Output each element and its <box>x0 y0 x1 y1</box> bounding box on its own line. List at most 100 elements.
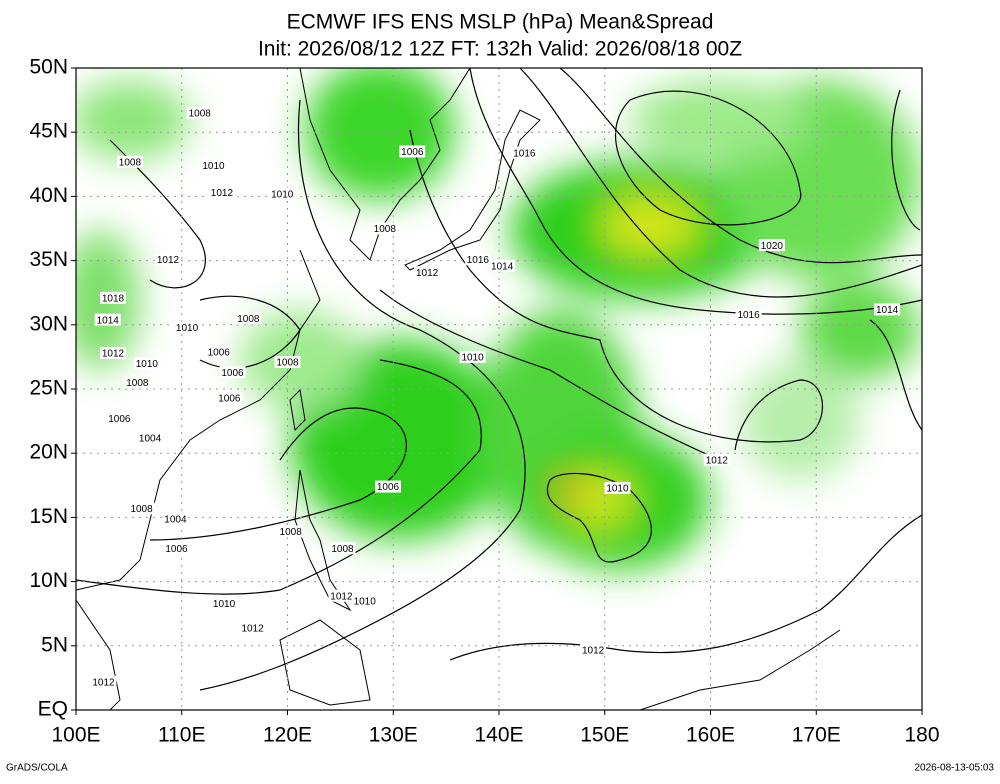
contour-label-text: 1020 <box>761 241 784 252</box>
contour-label-text: 1010 <box>354 597 377 608</box>
contour-label: 1008 <box>124 376 151 389</box>
x-tick-label: 170E <box>792 724 841 747</box>
x-tick-label: 160E <box>686 724 735 747</box>
contour-label-bg <box>374 480 401 493</box>
contour-label-text: 1014 <box>97 315 120 326</box>
contour-label: 1006 <box>399 145 426 158</box>
contour-label-bg <box>511 146 538 159</box>
contour-label-text: 1010 <box>136 359 159 370</box>
contour-label: 1012 <box>328 589 355 602</box>
contour-label: 1012 <box>703 453 730 466</box>
y-tick-label: 20N <box>29 441 68 464</box>
contour-label-bg <box>128 502 155 515</box>
contour-label-bg <box>211 597 238 610</box>
contour-label-bg <box>124 376 151 389</box>
contour-label-bg <box>106 412 133 425</box>
x-tick-label: 140E <box>474 724 523 747</box>
y-tick-label: 5N <box>41 633 68 656</box>
contour-label-bg <box>235 312 262 325</box>
contour-label-text: 1006 <box>165 544 188 555</box>
contour-label-text: 1008 <box>119 157 142 168</box>
contour-label-text: 1008 <box>331 544 354 555</box>
contour-label-text: 1012 <box>157 255 180 266</box>
x-tick-label: 110E <box>158 724 206 747</box>
contour-label: 1008 <box>371 222 398 235</box>
contour-label-text: 1008 <box>189 109 212 120</box>
contour-label-bg <box>329 542 356 555</box>
contour-label: 1014 <box>489 259 516 272</box>
contour-label-text: 1006 <box>108 414 131 425</box>
contour-label-text: 1008 <box>130 504 153 515</box>
contour-label: 1012 <box>90 675 117 688</box>
contour-label: 1006 <box>106 412 133 425</box>
x-tick-label: 130E <box>369 724 418 747</box>
contour-label-bg <box>94 313 121 326</box>
contour-label: 1010 <box>133 357 160 370</box>
contour-label-text: 1006 <box>401 147 424 158</box>
contour-label-bg <box>464 253 491 266</box>
contour-label: 1018 <box>100 291 127 304</box>
contour-label: 1004 <box>162 512 189 525</box>
contour-label-text: 1006 <box>218 394 241 405</box>
contour-label-bg <box>274 356 301 369</box>
y-tick-label: 35N <box>29 248 68 271</box>
contour-label-bg <box>414 266 441 279</box>
contour-label: 1016 <box>464 253 491 266</box>
contour-label-bg <box>137 431 164 444</box>
contour-label-bg <box>580 643 607 656</box>
contour-label-text: 1004 <box>139 433 162 444</box>
contour-label: 1006 <box>205 345 232 358</box>
contour-label-text: 1010 <box>176 323 199 334</box>
contour-label-text: 1008 <box>374 224 397 235</box>
contour-label-text: 1006 <box>377 482 400 493</box>
contour-label-text: 1012 <box>416 268 439 279</box>
isobars <box>76 68 922 691</box>
contour-label-text: 1008 <box>126 378 149 389</box>
y-tick-label: 45N <box>29 120 68 143</box>
contour-label-text: 1012 <box>706 455 729 466</box>
contour-label-text: 1010 <box>461 353 484 364</box>
contour-label: 1020 <box>758 239 785 252</box>
contour-label-bg <box>735 308 762 321</box>
contour-label-bg <box>162 512 189 525</box>
contour-label-bg <box>174 321 201 334</box>
contour-label-text: 1012 <box>102 349 125 360</box>
contour-label-bg <box>219 366 246 379</box>
y-tick-label: 30N <box>29 312 68 335</box>
contour-label-text: 1008 <box>276 358 299 369</box>
contour-label-text: 1016 <box>737 310 760 321</box>
x-tick-label: 150E <box>580 724 629 747</box>
contour-label-bg <box>489 259 516 272</box>
contour-label-bg <box>163 542 190 555</box>
contour-label-bg <box>100 291 127 304</box>
contour-label-bg <box>874 303 901 316</box>
contour-label: 1010 <box>211 597 238 610</box>
contour-label-text: 1012 <box>330 591 353 602</box>
contour-label: 1012 <box>414 266 441 279</box>
contour-label-bg <box>277 525 304 538</box>
contour-label: 1012 <box>208 186 235 199</box>
contour-label: 1010 <box>459 350 486 364</box>
contour-label: 1012 <box>580 643 607 656</box>
contour-label-bg <box>205 345 232 358</box>
contour-label-text: 1004 <box>164 514 187 525</box>
contour-label-text: 1012 <box>92 677 115 688</box>
contour-label: 1010 <box>200 159 227 172</box>
contour-label: 1012 <box>100 347 127 360</box>
contour-label-bg <box>703 453 730 466</box>
y-tick-label: 50N <box>29 56 68 79</box>
contour-label: 1010 <box>174 321 201 334</box>
contour-label-bg <box>200 159 227 172</box>
contour-label: 1010 <box>269 187 296 200</box>
contour-label-bg <box>399 145 426 158</box>
contour-label: 1008 <box>329 542 356 555</box>
contour-label-bg <box>604 481 631 494</box>
contour-label-bg <box>90 675 117 688</box>
contour-label-text: 1010 <box>202 161 225 172</box>
contour-label-bg <box>459 350 486 363</box>
contour-label-text: 1012 <box>582 645 605 656</box>
contour-label-text: 1010 <box>606 484 629 495</box>
contour-label-text: 1014 <box>491 261 514 272</box>
contour-label-bg <box>239 621 266 634</box>
